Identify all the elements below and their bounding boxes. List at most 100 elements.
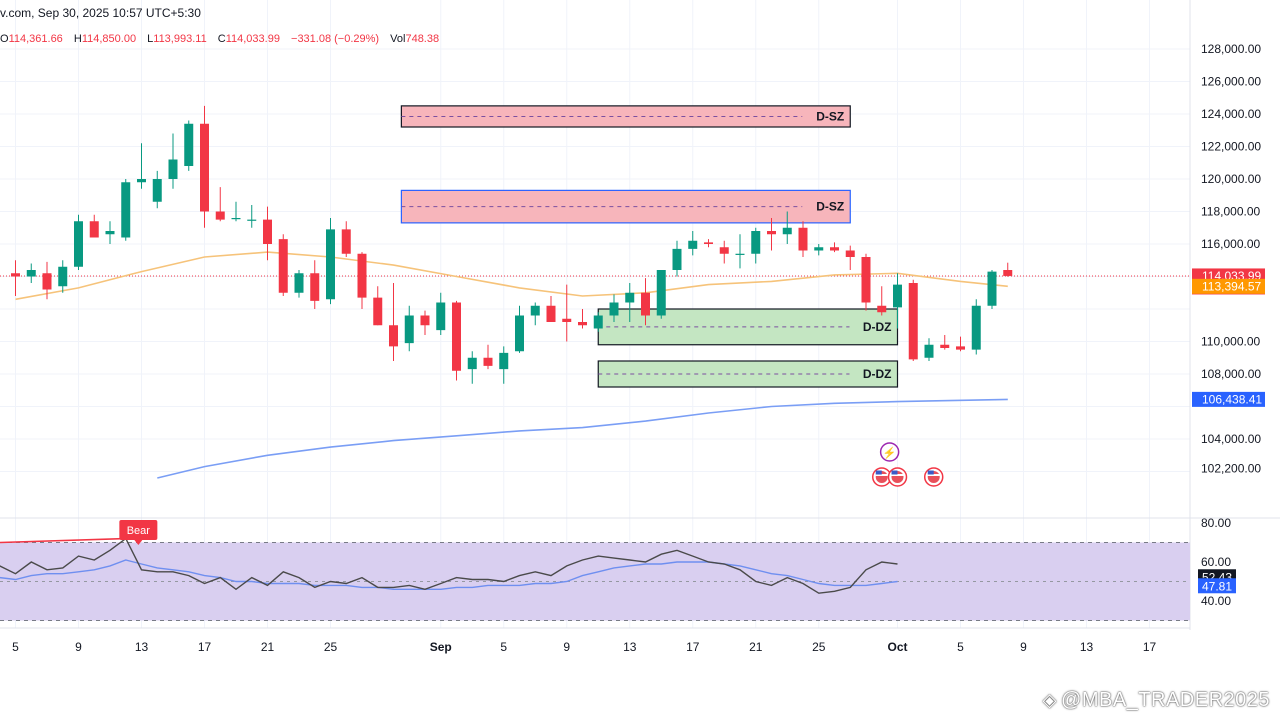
candle: [688, 231, 698, 256]
time-tick-label: 9: [563, 640, 570, 654]
flag-stripe: [875, 474, 888, 476]
watermark: ◈ @MBA_TRADER2025: [1042, 689, 1270, 711]
price-tick-label: 110,000.00: [1201, 335, 1260, 349]
candle: [609, 294, 619, 322]
ohlc-change: −331.08 (−0.29%): [291, 33, 380, 45]
time-tick-label: 13: [623, 640, 637, 654]
flag-stripe: [891, 474, 904, 476]
candle: [184, 120, 194, 171]
candle: [357, 252, 367, 309]
candle-body: [389, 325, 398, 347]
time-tick-label: 25: [324, 640, 338, 654]
candle-body: [373, 297, 383, 326]
price-tick-label: 102,200.00: [1201, 461, 1261, 475]
candle: [215, 187, 225, 222]
time-tick-label: 5: [12, 640, 19, 654]
candle-body: [263, 219, 272, 244]
candle-body: [987, 271, 997, 306]
candle-body: [326, 229, 335, 300]
time-tick-label: 17: [686, 640, 700, 654]
price-badge: [1192, 278, 1265, 294]
candle-body: [798, 227, 808, 251]
divergence-line: [0, 537, 126, 544]
zone-label: D-DZ: [863, 367, 892, 381]
candle-body: [845, 250, 855, 257]
candle-body: [515, 315, 524, 352]
price-tick-label: 104,000.00: [1201, 432, 1261, 446]
candle-body: [609, 302, 619, 316]
rsi-tick-label: 80.00: [1201, 516, 1231, 530]
ohlc-low-key: L: [147, 33, 154, 45]
candle-body: [105, 231, 115, 235]
candle-body: [546, 305, 556, 322]
flag-canton: [891, 470, 898, 475]
candle-body: [924, 344, 934, 358]
price-tick-label: 116,000.00: [1201, 237, 1260, 251]
candle-body: [782, 227, 792, 235]
price-tick-label: 128,000.00: [1201, 42, 1261, 56]
price-tick-label: 122,000.00: [1201, 140, 1261, 154]
ohlc-volume: 748.38: [405, 33, 440, 45]
candle-body: [499, 352, 509, 370]
candle-body: [231, 218, 241, 220]
candle: [940, 335, 950, 350]
flag-stripe: [927, 474, 940, 476]
zone-label: D-DZ: [863, 320, 892, 334]
price-badge-label: 113,394.57: [1202, 279, 1261, 293]
candle-body: [830, 247, 839, 251]
candle-body: [215, 211, 225, 220]
candle: [11, 260, 20, 296]
earnings-event-icon: [879, 442, 900, 462]
zone-label: D-SZ: [816, 109, 844, 123]
candle: [436, 292, 446, 335]
candle: [89, 214, 99, 238]
price-badge-label: 106,438.41: [1202, 392, 1262, 406]
ohlc-open: 114,361.66: [8, 33, 63, 45]
candle-body: [310, 273, 320, 301]
rsi-badge-label: 47.81: [1202, 579, 1232, 593]
candle: [530, 302, 540, 326]
rsi-ma-line: [0, 559, 898, 590]
candle-body: [357, 253, 367, 298]
candle: [515, 305, 524, 353]
candle-body: [1003, 270, 1013, 276]
price-tick-label: 118,000.00: [1201, 205, 1260, 219]
candle: [546, 296, 556, 322]
candlesticks: [11, 105, 1013, 384]
lightning-icon: ⚡: [883, 447, 897, 460]
candle-body: [137, 179, 146, 183]
candle: [893, 273, 902, 329]
candle: [404, 305, 414, 352]
candle: [641, 278, 650, 326]
rsi-pane: [0, 520, 1190, 621]
candle-body: [184, 123, 194, 166]
candle: [42, 261, 52, 300]
candle-body: [578, 322, 587, 326]
candle-body: [814, 247, 824, 251]
candle: [263, 206, 272, 261]
candle: [1003, 262, 1013, 277]
flag-canton: [927, 470, 934, 475]
candle: [908, 279, 918, 361]
candle-body: [11, 273, 20, 277]
candle-body: [404, 315, 414, 344]
candle: [483, 344, 493, 370]
candle: [373, 286, 383, 326]
candle: [672, 240, 682, 277]
time-tick-label: Sep: [430, 640, 452, 654]
candle: [105, 221, 115, 244]
flag-canton: [875, 470, 882, 475]
time-tick-label: 17: [198, 640, 212, 654]
candle: [830, 242, 839, 253]
price-tick-label: 126,000.00: [1201, 75, 1261, 89]
candle-body: [641, 292, 650, 316]
candle: [420, 310, 430, 335]
candle: [578, 309, 587, 329]
bear-label: Bear: [127, 525, 151, 537]
time-tick-label: 25: [812, 640, 826, 654]
ohlc-high-key: H: [73, 33, 82, 45]
candle: [231, 201, 241, 222]
candle: [326, 218, 335, 305]
candle: [499, 346, 509, 384]
